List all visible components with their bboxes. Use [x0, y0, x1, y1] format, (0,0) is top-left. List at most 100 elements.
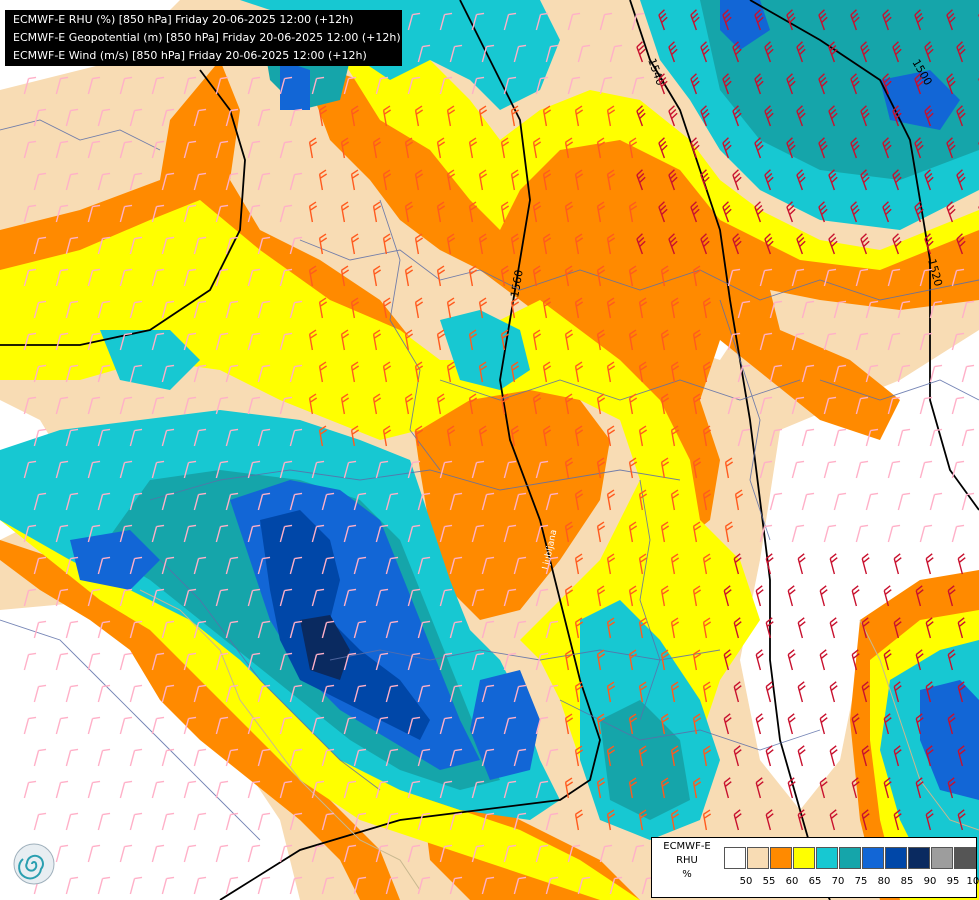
wind-barb — [957, 617, 966, 639]
legend-tick: 80 — [877, 876, 891, 887]
wind-barb — [796, 233, 806, 255]
wind-barb — [183, 588, 197, 607]
wind-barb — [823, 396, 837, 415]
wind-barb — [215, 460, 229, 479]
wind-barb — [407, 844, 421, 863]
wind-barb — [311, 652, 325, 671]
wind-barb — [247, 332, 261, 351]
wind-barb — [925, 617, 934, 639]
wind-barb — [225, 236, 239, 255]
wind-barb — [225, 108, 239, 127]
wind-barb — [786, 73, 796, 95]
wind-barb — [65, 108, 79, 127]
wind-barb — [545, 620, 559, 639]
wind-barb — [692, 777, 702, 799]
wind-barb — [97, 428, 111, 447]
wind-barb — [55, 588, 69, 607]
wind-barb — [850, 73, 860, 95]
wind-barb — [658, 9, 668, 31]
wind-barb — [343, 716, 357, 735]
wind-barb — [33, 236, 47, 255]
wind-barb — [247, 588, 261, 607]
legend-swatches — [724, 847, 977, 869]
wind-barb — [65, 876, 79, 895]
wind-barb — [893, 681, 902, 703]
wind-barb — [924, 233, 934, 255]
wind-barb — [833, 364, 847, 383]
wind-barb — [97, 876, 111, 895]
wind-barb — [372, 329, 382, 351]
wind-barb — [449, 620, 463, 639]
wind-barb — [702, 681, 712, 703]
wind-barb — [500, 393, 510, 415]
wind-barb — [279, 844, 293, 863]
wind-barb — [151, 332, 165, 351]
wind-barb — [151, 396, 165, 415]
wind-barb — [638, 745, 648, 767]
wind-barb — [55, 396, 69, 415]
wind-barb — [439, 524, 453, 543]
wind-barb — [279, 716, 293, 735]
wind-barb — [914, 201, 924, 223]
wind-barb — [727, 332, 741, 351]
wind-barb — [215, 332, 229, 351]
wind-barb — [724, 521, 734, 543]
wind-barb — [947, 713, 956, 735]
wind-barb — [247, 652, 261, 671]
wind-barb — [628, 265, 638, 287]
wind-barb — [215, 204, 229, 223]
wind-barb — [660, 713, 670, 735]
wind-barb — [439, 652, 453, 671]
wind-barb — [23, 268, 37, 287]
wind-barb — [606, 617, 616, 639]
wind-barb — [215, 524, 229, 543]
wind-barb — [340, 201, 350, 223]
wind-barb — [596, 777, 606, 799]
wind-barb — [414, 233, 424, 255]
wind-barb — [503, 524, 517, 543]
wind-barb — [532, 393, 542, 415]
wind-barb — [129, 492, 143, 511]
wind-barb — [915, 649, 924, 671]
wind-barb — [289, 492, 303, 511]
wind-barb — [481, 556, 495, 575]
wind-barb — [833, 300, 847, 319]
wind-barb — [957, 745, 966, 767]
wind-barb — [97, 236, 111, 255]
wind-barb — [375, 460, 389, 479]
wind-barb — [850, 201, 860, 223]
wind-barb — [947, 585, 956, 607]
wind-barb — [439, 844, 453, 863]
wind-barb — [308, 329, 318, 351]
wind-barb — [385, 620, 399, 639]
wind-barb — [503, 460, 517, 479]
wind-barb — [892, 105, 902, 127]
wind-barb — [279, 204, 293, 223]
wind-barb — [755, 777, 764, 799]
wind-barb — [545, 684, 559, 703]
wind-barb — [668, 105, 678, 127]
wind-barb — [417, 492, 431, 511]
wind-barb — [545, 876, 559, 895]
wind-barb — [823, 268, 837, 287]
wind-barb — [855, 396, 869, 415]
wind-barb — [818, 73, 828, 95]
wind-barb — [961, 428, 975, 447]
wind-barb — [446, 105, 456, 127]
wind-barb — [87, 588, 101, 607]
wind-barb — [670, 489, 680, 511]
wind-barb — [660, 457, 670, 479]
legend-tick: 75 — [854, 876, 868, 887]
wind-barb — [893, 617, 902, 639]
wind-barb — [353, 492, 367, 511]
wind-barb — [564, 457, 574, 479]
wind-barb — [161, 620, 175, 639]
wind-barb — [855, 524, 869, 543]
wind-barb — [257, 108, 271, 127]
wind-barb — [247, 524, 261, 543]
wind-barb — [819, 713, 828, 735]
wind-barb — [33, 556, 47, 575]
wind-barb — [658, 201, 668, 223]
wind-barb — [957, 553, 966, 575]
wind-barb — [289, 428, 303, 447]
